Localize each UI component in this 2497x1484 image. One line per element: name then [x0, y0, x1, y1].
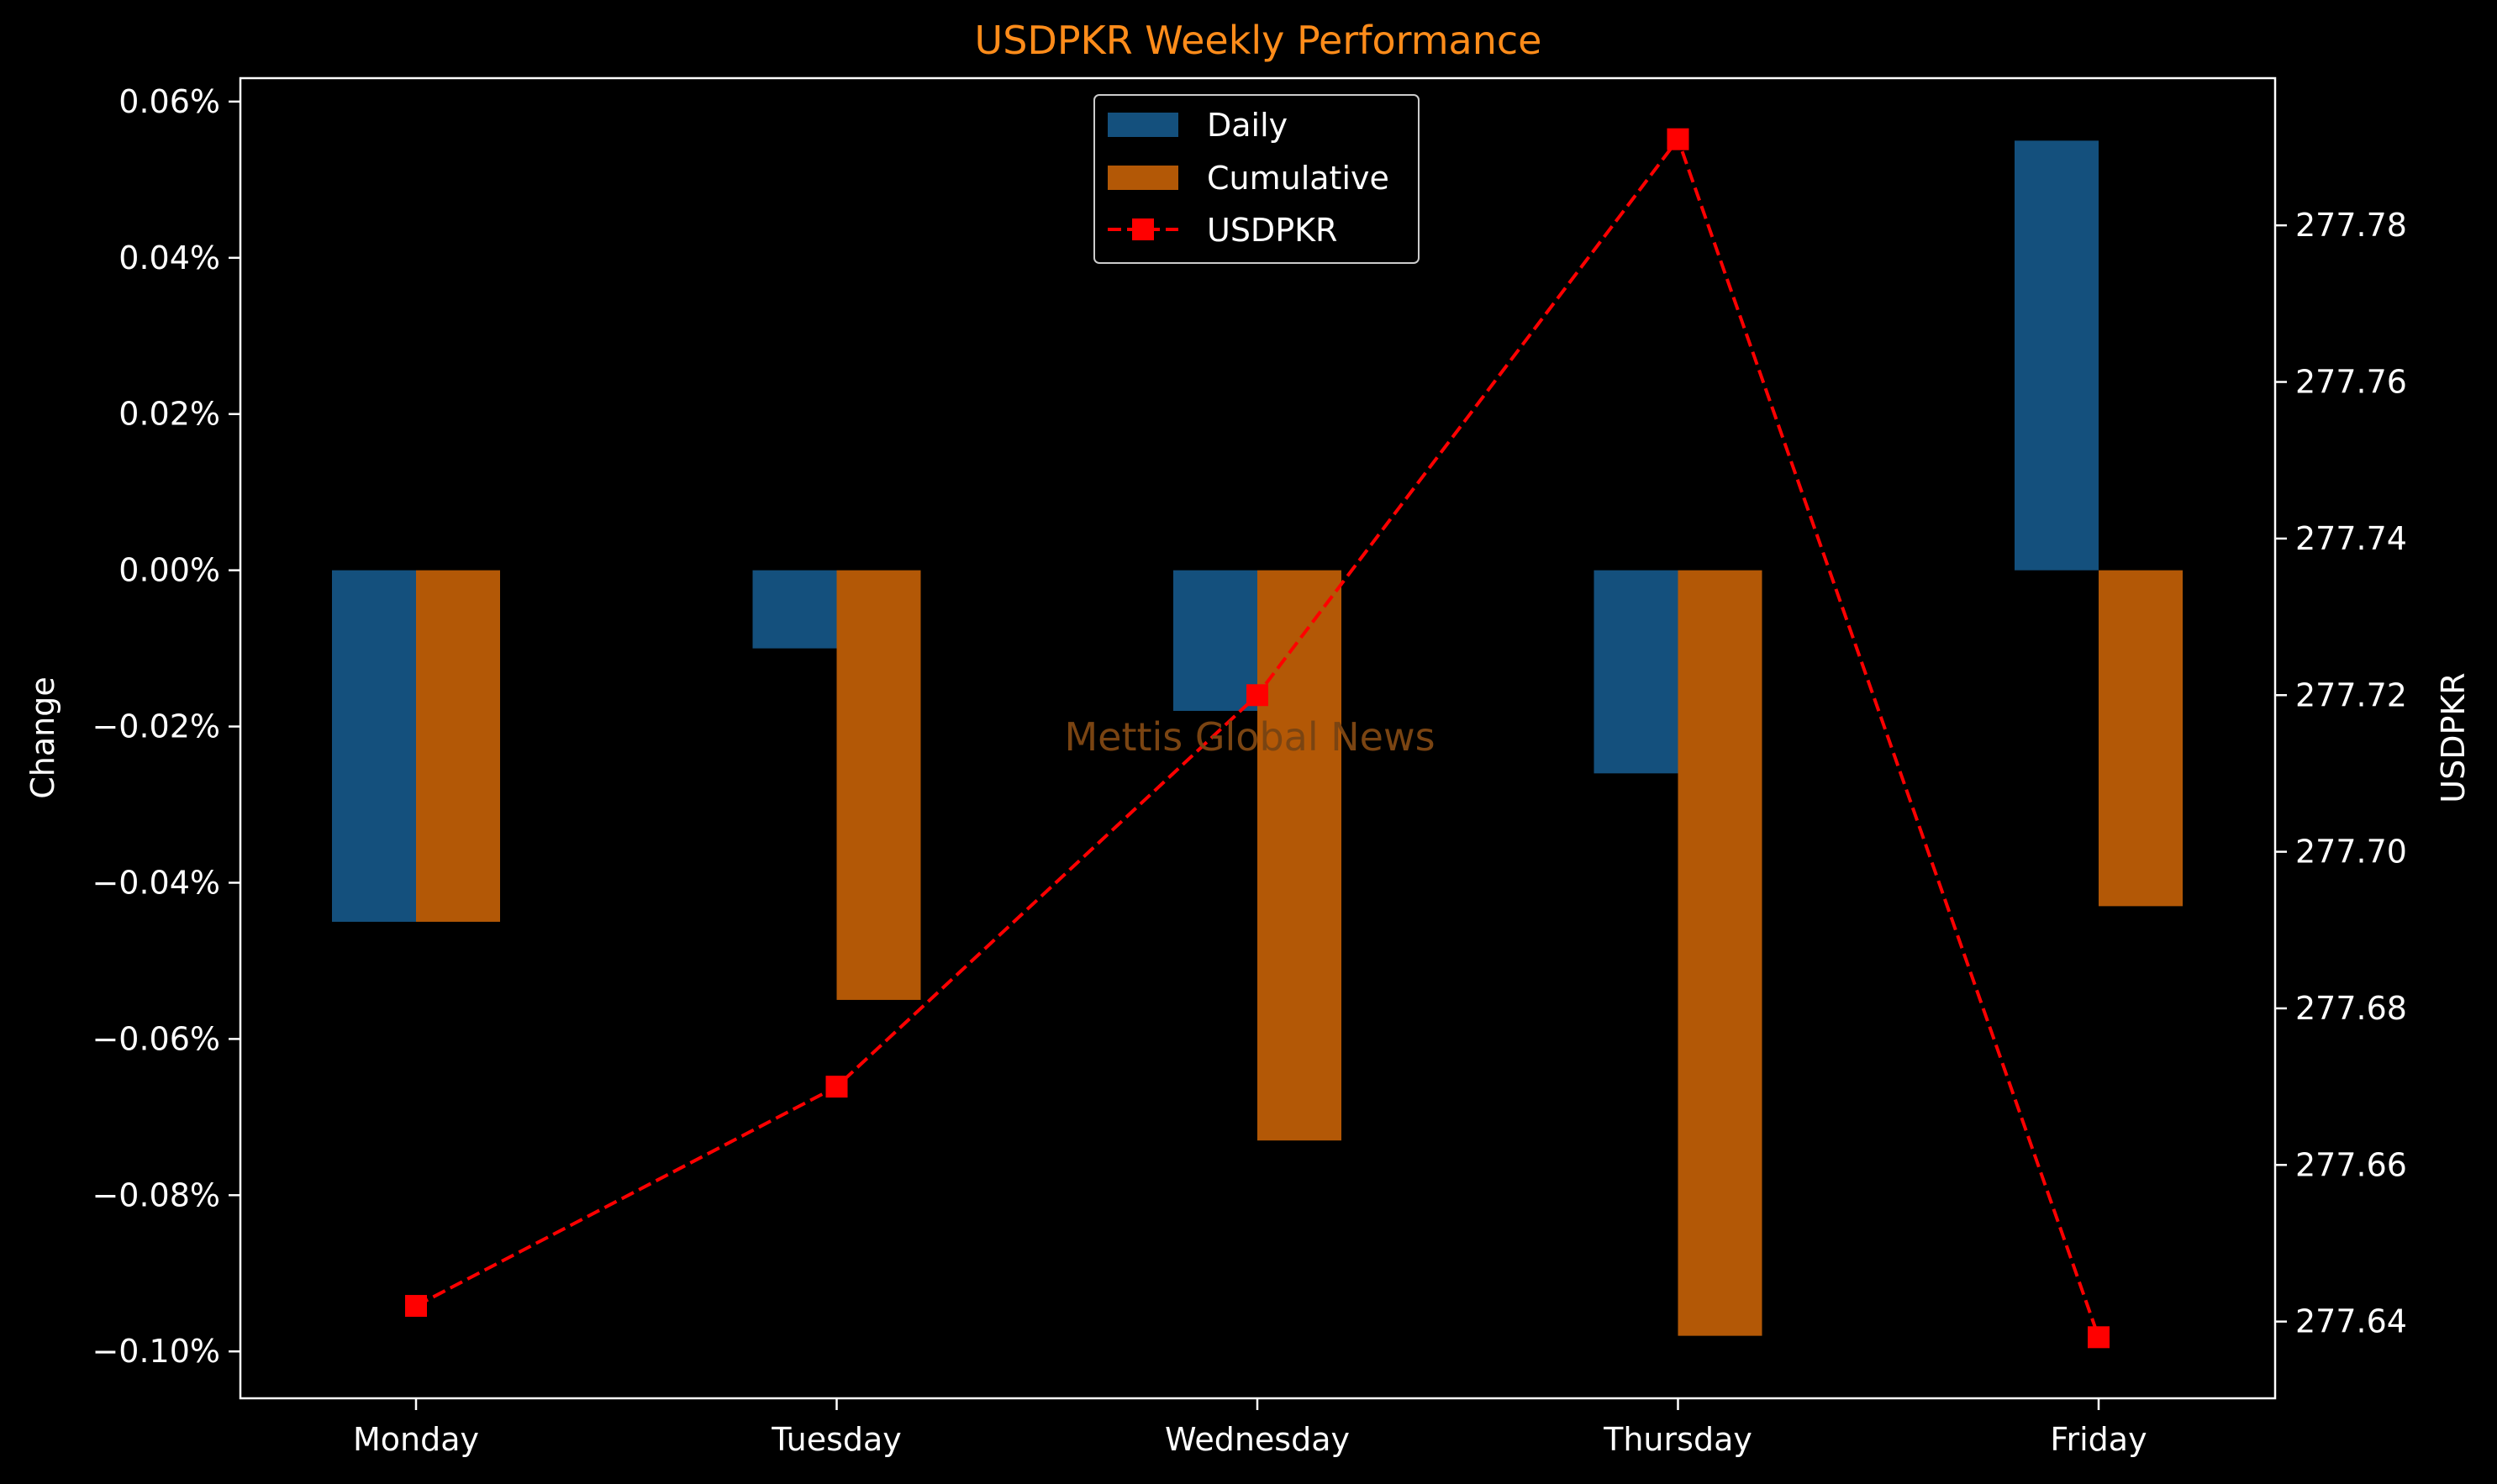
x-axis: Monday Tuesday Wednesday Thursday Friday	[353, 1398, 2147, 1458]
bar-daily-wednesday	[1173, 570, 1257, 711]
legend-marker-usdpkr	[1132, 218, 1154, 240]
y2-tick-label: 277.78	[2295, 207, 2407, 244]
line-layer	[405, 128, 2110, 1349]
bar-cumulative-tuesday	[836, 570, 921, 1000]
bar-cumulative-monday	[416, 570, 500, 922]
x-tick-label: Wednesday	[1165, 1421, 1350, 1458]
y-tick-label: 0.06%	[119, 83, 220, 120]
y-tick-label: 0.04%	[119, 239, 220, 276]
y-tick-label: −0.02%	[92, 708, 220, 745]
x-tick-label: Tuesday	[771, 1421, 902, 1458]
y2-tick-label: 277.70	[2295, 834, 2407, 871]
legend-label-usdpkr: USDPKR	[1207, 212, 1337, 249]
y2-tick-label: 277.64	[2295, 1303, 2407, 1340]
x-tick-label: Thursday	[1603, 1421, 1752, 1458]
y2-tick-label: 277.74	[2295, 520, 2407, 557]
bar-cumulative-wednesday	[1257, 570, 1341, 1141]
y2-tick-label: 277.76	[2295, 364, 2407, 401]
y-tick-label: 0.00%	[119, 552, 220, 589]
usdpkr-marker-thursday	[1667, 128, 1689, 150]
y-tick-label: −0.06%	[92, 1020, 220, 1057]
legend-label-cumulative: Cumulative	[1207, 160, 1389, 197]
y-tick-label: −0.04%	[92, 864, 220, 901]
usdpkr-marker-friday	[2088, 1326, 2110, 1349]
usdpkr-marker-tuesday	[825, 1076, 848, 1098]
y2-axis-label: USDPKR	[2435, 672, 2472, 803]
legend-swatch-daily	[1108, 113, 1178, 137]
usdpkr-marker-monday	[405, 1295, 427, 1318]
y2-tick-label: 277.68	[2295, 990, 2407, 1027]
watermark-text: Mettis Global News	[1064, 714, 1435, 760]
y-tick-label: 0.02%	[119, 396, 220, 433]
left-axis: 0.06% 0.04% 0.02% 0.00% −0.02% −0.04% −0.06% −0…	[92, 83, 240, 1370]
y2-tick-label: 277.72	[2295, 676, 2407, 713]
x-tick-label: Friday	[2050, 1421, 2147, 1458]
legend-swatch-cumulative	[1108, 166, 1178, 190]
legend-label-daily: Daily	[1207, 107, 1288, 144]
bar-cumulative-friday	[2099, 570, 2183, 907]
bar-daily-thursday	[1594, 570, 1678, 774]
usdpkr-marker-wednesday	[1246, 684, 1268, 707]
x-tick-label: Monday	[353, 1421, 479, 1458]
y-tick-label: −0.10%	[92, 1333, 220, 1370]
bar-daily-friday	[2015, 140, 2099, 571]
bar-daily-monday	[332, 570, 416, 922]
bar-daily-tuesday	[752, 570, 837, 649]
legend: Daily Cumulative USDPKR	[1093, 94, 1420, 264]
bars-layer	[332, 140, 2183, 1336]
y-axis-label: Change	[24, 676, 61, 799]
right-axis: 277.78 277.76 277.74 277.72 277.70 277.68 277.…	[2275, 207, 2407, 1340]
y2-tick-label: 277.66	[2295, 1146, 2407, 1183]
y-tick-label: −0.08%	[92, 1176, 220, 1213]
chart-title: USDPKR Weekly Performance	[975, 18, 1542, 63]
bar-cumulative-thursday	[1678, 570, 1762, 1336]
